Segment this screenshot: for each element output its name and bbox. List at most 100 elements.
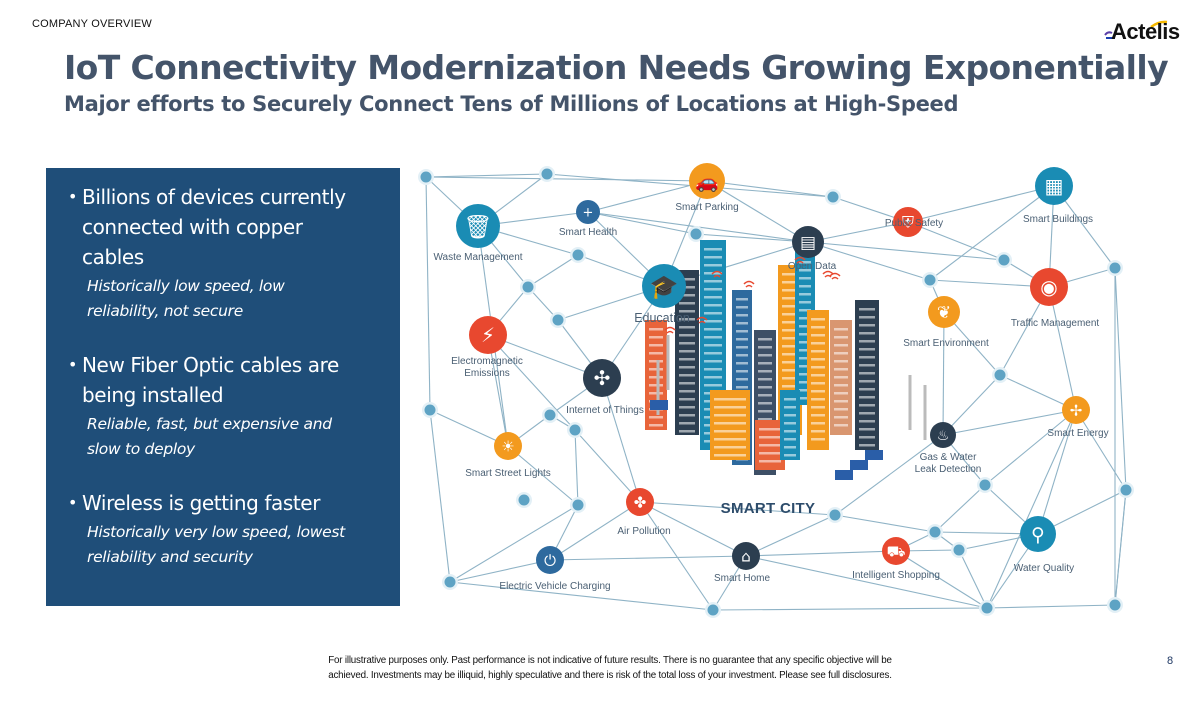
shopping-cart-icon: ⛟ (887, 542, 906, 560)
shield-icon: ⛨ (902, 213, 914, 232)
building-window-row (758, 346, 772, 349)
building-window-row (714, 446, 746, 449)
bullet-icon: • (68, 187, 78, 206)
bullet-heading: Wireless is getting faster (82, 488, 320, 518)
building-window-row (679, 382, 695, 385)
service-node-label: Smart Buildings (1022, 214, 1094, 225)
page-subtitle: Major efforts to Securely Connect Tens o… (64, 92, 959, 116)
building-window-row (799, 285, 811, 288)
building-window-row (736, 314, 748, 317)
building-window-row (758, 354, 772, 357)
building-window-row (799, 293, 811, 296)
network-link (929, 279, 1050, 288)
network-link (895, 550, 988, 609)
network-link (929, 185, 1055, 281)
building-window-row (834, 408, 848, 411)
building-window-row (782, 337, 798, 340)
building-window-row (679, 302, 695, 305)
bullet-icon: • (68, 355, 78, 374)
network-hub (953, 544, 965, 556)
solar-panel-icon (835, 470, 853, 480)
building-window-row (758, 338, 772, 341)
network-link (807, 241, 1005, 261)
building-window-row (736, 306, 748, 309)
building-window-row (679, 334, 695, 337)
network-link (574, 429, 641, 503)
network-link (587, 211, 697, 235)
faucet-icon: ⚲ (1031, 524, 1045, 546)
service-node-ev: ⏻ (536, 546, 564, 574)
building-window-row (811, 430, 825, 433)
building-window-row (736, 322, 748, 325)
network-link (574, 429, 579, 506)
service-node-parking: 🚗 (689, 163, 725, 199)
network-hub-icon: ✣ (594, 366, 611, 390)
service-node-circle (494, 432, 522, 460)
building-window-row (782, 329, 798, 332)
wifi-signal-icon (829, 272, 841, 280)
building-window-row (782, 289, 798, 292)
building-window-row (784, 422, 796, 425)
service-node-label: Smart Environment (903, 338, 989, 349)
building-window-row (799, 389, 811, 392)
building-window-row (704, 360, 722, 363)
network-link (449, 559, 551, 583)
building-window-row (679, 374, 695, 377)
bullet-heading-line: being installed (82, 383, 224, 407)
building-window-row (859, 404, 875, 407)
wifi-signal-icon (794, 256, 806, 264)
solar-panel-icon (850, 460, 868, 470)
building-window-row (758, 386, 772, 389)
network-link (706, 180, 809, 243)
network-link (942, 374, 1001, 436)
building-window-row (834, 424, 848, 427)
building-window-row (784, 406, 796, 409)
disclaimer-line: For illustrative purposes only. Past per… (328, 655, 892, 666)
building-window-row (784, 430, 796, 433)
bullet-detail-line: reliability, not secure (87, 302, 243, 320)
service-node-circle (576, 200, 600, 224)
service-node-circle (1030, 268, 1068, 306)
service-node-circle (469, 316, 507, 354)
service-node-iot: ✣ (583, 359, 621, 397)
building-window-row (704, 352, 722, 355)
building-window-row (649, 360, 663, 363)
building-window-row (704, 248, 722, 251)
building-window-row (811, 390, 825, 393)
network-link (1114, 489, 1127, 606)
building-window-row (859, 348, 875, 351)
building-window-row (834, 392, 848, 395)
house-icon: ⌂ (741, 547, 751, 565)
building-window-row (649, 336, 663, 339)
bullet-copper: • Billions of devices currently connecte… (68, 182, 380, 324)
building-window-row (758, 410, 772, 413)
network-link (942, 409, 1077, 436)
bullet-heading-line: Billions of devices currently (82, 185, 346, 209)
building-window-row (859, 332, 875, 335)
building-window-row (834, 416, 848, 419)
service-node-circle (930, 422, 956, 448)
building-window-row (799, 309, 811, 312)
bullet-detail: Historically low speed, low reliability,… (68, 274, 380, 324)
network-link (986, 604, 1116, 609)
wifi-signal-icon (696, 316, 708, 324)
network-link (639, 501, 747, 557)
solar-panel-icon (650, 400, 668, 410)
building-window-row (811, 398, 825, 401)
service-node-circle (1035, 167, 1073, 205)
medical-kit-icon: + (583, 206, 594, 221)
service-node-label: Smart Parking (675, 202, 739, 213)
network-hub (572, 249, 584, 261)
network-link (487, 334, 603, 379)
service-node-label: Smart Energy (1047, 428, 1109, 439)
network-link (745, 550, 897, 557)
fire-drop-icon: ♨ (937, 428, 950, 444)
city-building (807, 310, 829, 450)
building-window-row (799, 357, 811, 360)
building-window-row (714, 422, 746, 425)
service-node-circle (1062, 396, 1090, 424)
service-node-label: Smart Street Lights (465, 468, 551, 479)
building-window-row (799, 341, 811, 344)
building-window-row (758, 402, 772, 405)
building-window-row (679, 366, 695, 369)
